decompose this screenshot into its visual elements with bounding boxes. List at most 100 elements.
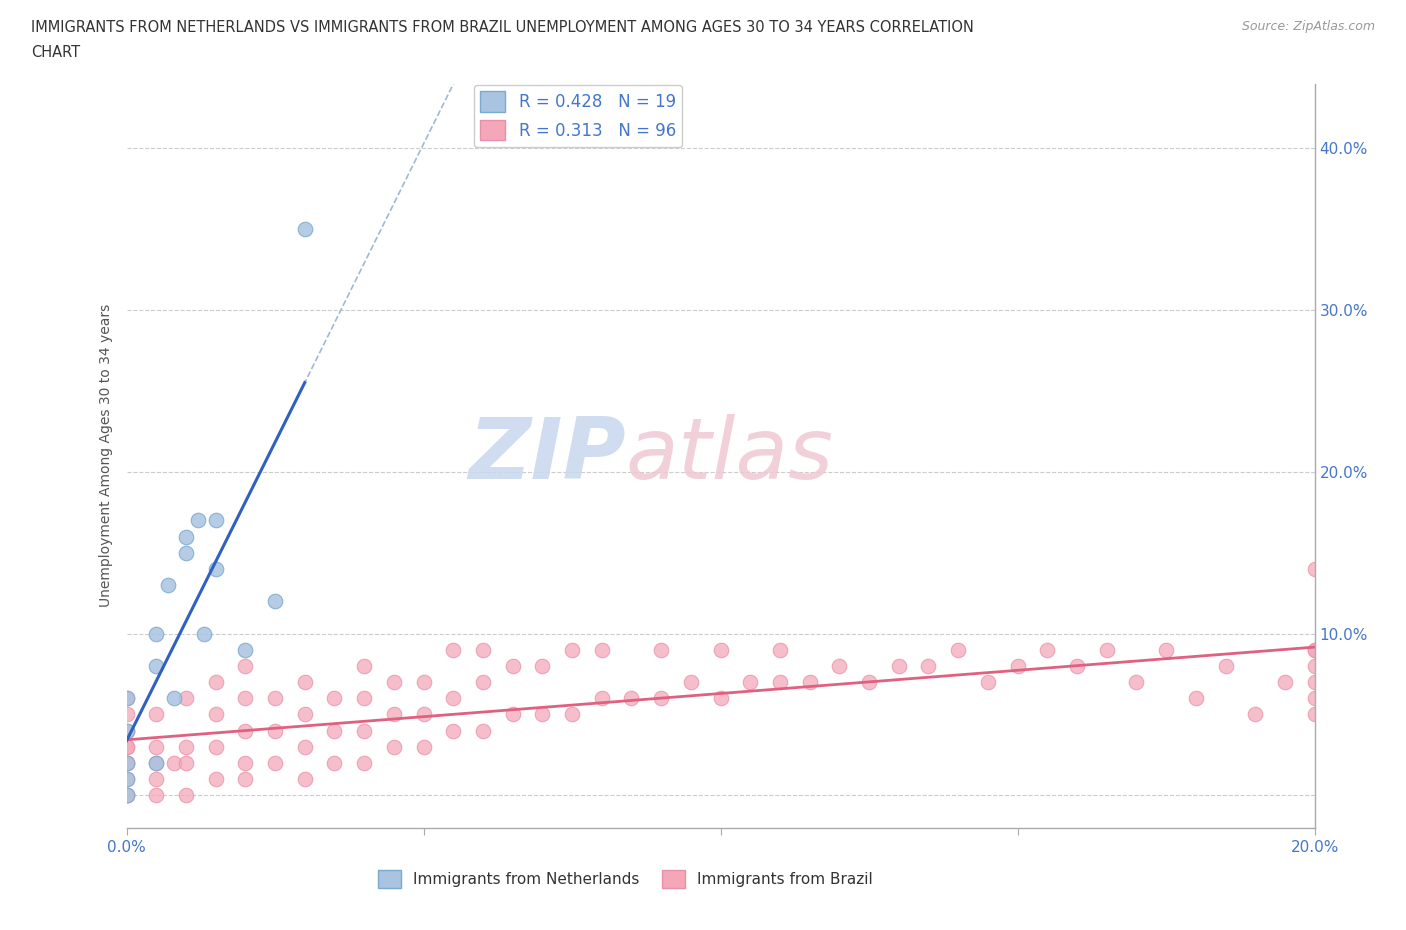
Point: [145, 788, 167, 803]
Point: [163, 691, 186, 706]
Y-axis label: Unemployment Among Ages 30 to 34 years: Unemployment Among Ages 30 to 34 years: [100, 304, 114, 607]
Point: [531, 707, 554, 722]
Point: [174, 545, 197, 560]
Point: [115, 788, 138, 803]
Point: [233, 658, 256, 673]
Point: [1274, 674, 1296, 689]
Point: [1303, 674, 1326, 689]
Point: [193, 626, 215, 641]
Point: [145, 755, 167, 770]
Point: [1036, 643, 1059, 658]
Point: [353, 658, 375, 673]
Point: [264, 594, 287, 609]
Point: [1303, 707, 1326, 722]
Point: [799, 674, 821, 689]
Point: [887, 658, 910, 673]
Point: [294, 707, 316, 722]
Point: [561, 643, 583, 658]
Text: IMMIGRANTS FROM NETHERLANDS VS IMMIGRANTS FROM BRAZIL UNEMPLOYMENT AMONG AGES 30: IMMIGRANTS FROM NETHERLANDS VS IMMIGRANT…: [31, 20, 974, 35]
Point: [769, 643, 792, 658]
Point: [115, 707, 138, 722]
Point: [1215, 658, 1237, 673]
Point: [917, 658, 939, 673]
Point: [233, 643, 256, 658]
Point: [382, 739, 405, 754]
Point: [174, 755, 197, 770]
Point: [187, 513, 209, 528]
Point: [145, 739, 167, 754]
Point: [174, 691, 197, 706]
Point: [115, 739, 138, 754]
Point: [174, 739, 197, 754]
Point: [174, 788, 197, 803]
Text: ZIP: ZIP: [468, 414, 626, 498]
Point: [650, 691, 672, 706]
Point: [709, 691, 731, 706]
Point: [264, 724, 287, 738]
Point: [145, 772, 167, 787]
Point: [828, 658, 851, 673]
Point: [174, 529, 197, 544]
Point: [1303, 691, 1326, 706]
Point: [858, 674, 880, 689]
Point: [264, 755, 287, 770]
Text: Source: ZipAtlas.com: Source: ZipAtlas.com: [1241, 20, 1375, 33]
Point: [204, 772, 226, 787]
Point: [620, 691, 643, 706]
Point: [1303, 658, 1326, 673]
Point: [412, 707, 434, 722]
Point: [115, 772, 138, 787]
Point: [115, 788, 138, 803]
Point: [1095, 643, 1118, 658]
Point: [323, 755, 346, 770]
Point: [948, 643, 970, 658]
Point: [531, 658, 554, 673]
Point: [115, 724, 138, 738]
Point: [679, 674, 702, 689]
Point: [353, 755, 375, 770]
Point: [441, 724, 464, 738]
Point: [1303, 643, 1326, 658]
Point: [157, 578, 180, 592]
Point: [115, 755, 138, 770]
Point: [977, 674, 1000, 689]
Point: [294, 772, 316, 787]
Point: [323, 691, 346, 706]
Point: [353, 691, 375, 706]
Point: [145, 707, 167, 722]
Point: [115, 755, 138, 770]
Point: [115, 724, 138, 738]
Point: [204, 739, 226, 754]
Point: [591, 691, 613, 706]
Point: [1125, 674, 1147, 689]
Text: CHART: CHART: [31, 45, 80, 60]
Point: [264, 691, 287, 706]
Point: [441, 691, 464, 706]
Point: [233, 691, 256, 706]
Point: [441, 643, 464, 658]
Point: [591, 643, 613, 658]
Point: [204, 513, 226, 528]
Point: [204, 707, 226, 722]
Point: [502, 707, 524, 722]
Point: [294, 674, 316, 689]
Point: [1244, 707, 1267, 722]
Point: [323, 724, 346, 738]
Point: [145, 626, 167, 641]
Point: [353, 724, 375, 738]
Point: [115, 755, 138, 770]
Point: [382, 674, 405, 689]
Point: [1184, 691, 1206, 706]
Point: [471, 674, 495, 689]
Point: [382, 707, 405, 722]
Point: [709, 643, 731, 658]
Point: [1007, 658, 1029, 673]
Point: [115, 772, 138, 787]
Point: [769, 674, 792, 689]
Point: [115, 739, 138, 754]
Point: [204, 674, 226, 689]
Point: [471, 724, 495, 738]
Point: [1303, 562, 1326, 577]
Point: [233, 772, 256, 787]
Point: [650, 643, 672, 658]
